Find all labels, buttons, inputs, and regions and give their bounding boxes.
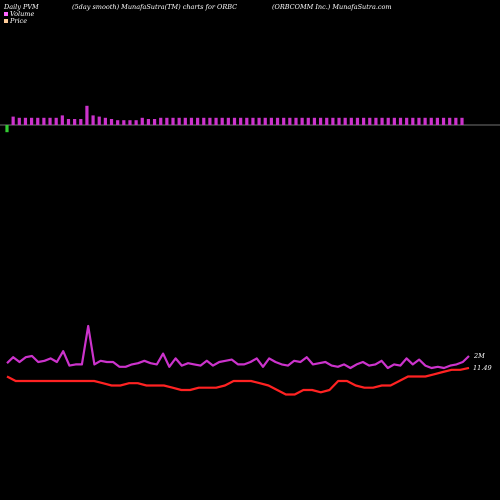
volume-bar	[362, 117, 366, 125]
volume-bar	[318, 117, 323, 125]
volume-bar	[11, 116, 15, 125]
volume-bar	[177, 117, 181, 125]
volume-bar	[251, 117, 255, 125]
chart-type-label: Daily PVM	[4, 3, 39, 11]
volume-bar	[214, 117, 218, 125]
legend-price-label: Price	[10, 17, 28, 25]
volume-bar	[417, 117, 421, 125]
volume-bar	[312, 117, 317, 125]
volume-bar	[29, 117, 34, 125]
volume-bar	[368, 117, 372, 125]
volume-bar	[152, 119, 157, 125]
volume-bar	[380, 117, 384, 125]
legend-price: Price	[4, 18, 27, 25]
volume-bar	[343, 117, 347, 125]
legend-price-swatch	[4, 19, 8, 23]
volume-bar	[239, 117, 243, 125]
volume-bar	[460, 117, 464, 125]
legend-volume-swatch	[4, 12, 8, 16]
volume-bar	[48, 117, 52, 125]
volume-bar	[140, 117, 144, 125]
volume-bar	[392, 117, 396, 125]
chart-title: (5day smooth) MunafaSutra(TM) charts for…	[72, 3, 238, 11]
volume-bar	[349, 117, 353, 125]
volume-line	[6, 324, 470, 370]
price-end-label: 11.49	[473, 364, 492, 372]
volume-bar	[109, 119, 114, 125]
volume-bar	[60, 115, 64, 125]
volume-bar	[288, 117, 292, 125]
volume-bar	[146, 119, 151, 125]
volume-bar	[17, 117, 21, 125]
volume-bar	[411, 117, 415, 125]
volume-bar	[116, 120, 120, 125]
volume-bar	[208, 117, 212, 125]
volume-bar	[226, 117, 230, 125]
volume-bar	[165, 117, 169, 125]
volume-bar	[275, 117, 280, 125]
volume-bar	[23, 117, 28, 125]
volume-bar	[331, 117, 335, 125]
volume-bar	[171, 117, 175, 125]
volume-bar	[36, 117, 40, 125]
volume-bar	[128, 120, 132, 125]
volume-bar	[85, 105, 89, 125]
volume-bar	[355, 117, 360, 125]
volume-bar	[189, 117, 194, 125]
volume-bar	[306, 117, 310, 125]
volume-bar	[398, 117, 403, 125]
volume-bar	[103, 117, 107, 125]
volume-bar	[202, 117, 206, 125]
legend-volume-label: Volume	[10, 10, 35, 18]
volume-bar	[423, 117, 427, 125]
volume-bar	[73, 119, 77, 125]
volume-bar	[220, 117, 224, 125]
volume-bar	[245, 117, 249, 125]
volume-bar	[454, 117, 458, 125]
volume-bar	[441, 117, 446, 125]
volume-bar	[54, 117, 58, 125]
source-label: (ORBCOMM Inc.) MunafaSutra.com	[272, 3, 392, 11]
volume-bar	[429, 117, 433, 125]
volume-bar	[405, 117, 409, 125]
volume-bar	[91, 115, 95, 125]
volume-bar	[263, 117, 267, 125]
volume-bar	[159, 117, 163, 125]
volume-bar	[42, 117, 46, 125]
volume-bar	[374, 117, 378, 125]
legend-volume: Volume	[4, 11, 34, 18]
volume-bar	[337, 117, 341, 125]
volume-bar	[66, 119, 71, 125]
price-line	[6, 366, 470, 396]
volume-bar	[134, 120, 138, 125]
volume-bar	[448, 117, 452, 125]
volume-bar	[5, 125, 9, 133]
volume-bar	[97, 116, 101, 125]
volume-bar	[183, 117, 187, 125]
volume-bar	[300, 117, 304, 125]
volume-bar	[435, 117, 440, 125]
volume-bar	[232, 117, 237, 125]
volume-bar	[122, 120, 126, 125]
volume-bar	[257, 117, 261, 125]
volume-bar	[196, 117, 200, 125]
volume-bar	[386, 117, 390, 125]
volume-bar	[269, 117, 273, 125]
volume-end-label: 2M	[473, 352, 485, 360]
volume-bar	[79, 119, 83, 125]
volume-bar	[325, 117, 329, 125]
volume-bar	[294, 117, 298, 125]
volume-bar	[282, 117, 286, 125]
